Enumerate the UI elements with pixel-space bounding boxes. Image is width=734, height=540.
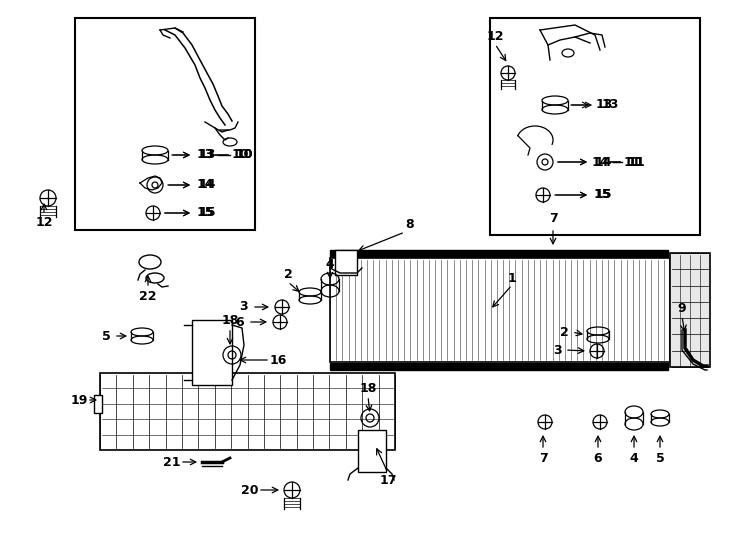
Bar — [94, 395, 102, 413]
Bar — [330, 363, 668, 370]
Text: 7: 7 — [548, 212, 557, 225]
Text: 7: 7 — [539, 451, 548, 464]
Text: 15: 15 — [198, 206, 216, 219]
Text: 11: 11 — [628, 156, 644, 168]
Text: 8: 8 — [406, 219, 414, 232]
Text: 17: 17 — [379, 475, 397, 488]
Text: 6: 6 — [594, 451, 603, 464]
Text: 14: 14 — [595, 156, 611, 168]
Bar — [192, 320, 232, 385]
Text: 11: 11 — [623, 156, 641, 168]
Text: 14: 14 — [198, 179, 216, 192]
Bar — [358, 430, 386, 472]
Bar — [670, 253, 710, 367]
Bar — [490, 18, 700, 235]
Text: 13: 13 — [595, 98, 613, 111]
Text: 10: 10 — [236, 148, 252, 161]
Text: 15: 15 — [196, 206, 214, 219]
Text: 14: 14 — [592, 156, 608, 168]
Text: 10: 10 — [231, 148, 249, 161]
Text: 18: 18 — [360, 381, 377, 395]
Text: 21: 21 — [163, 456, 181, 469]
Text: 11: 11 — [628, 156, 644, 168]
Text: 2: 2 — [283, 267, 292, 280]
Text: 20: 20 — [241, 483, 259, 496]
Text: 2: 2 — [559, 326, 568, 339]
Bar — [335, 250, 357, 275]
Text: 15: 15 — [593, 188, 611, 201]
Text: 5: 5 — [655, 451, 664, 464]
Text: 12: 12 — [486, 30, 504, 43]
Text: 12: 12 — [35, 217, 53, 230]
Bar — [100, 373, 395, 450]
Text: 9: 9 — [677, 301, 686, 314]
Text: 13: 13 — [601, 98, 619, 111]
Bar — [330, 258, 670, 362]
Bar — [75, 18, 255, 230]
Text: 18: 18 — [222, 314, 239, 327]
Text: 15: 15 — [595, 188, 611, 201]
Text: 14: 14 — [196, 179, 214, 192]
Text: 4: 4 — [630, 451, 639, 464]
Text: 4: 4 — [326, 259, 335, 272]
Bar — [330, 250, 668, 257]
Text: 13: 13 — [196, 148, 214, 161]
Text: 6: 6 — [236, 315, 244, 328]
Text: 13: 13 — [198, 148, 216, 161]
Text: 22: 22 — [139, 289, 157, 302]
Text: 19: 19 — [70, 394, 87, 407]
Text: 10: 10 — [236, 148, 252, 161]
Text: 3: 3 — [553, 343, 562, 356]
Text: 16: 16 — [269, 354, 287, 367]
Text: 3: 3 — [240, 300, 248, 314]
Text: 1: 1 — [508, 272, 517, 285]
Text: 5: 5 — [101, 329, 110, 342]
